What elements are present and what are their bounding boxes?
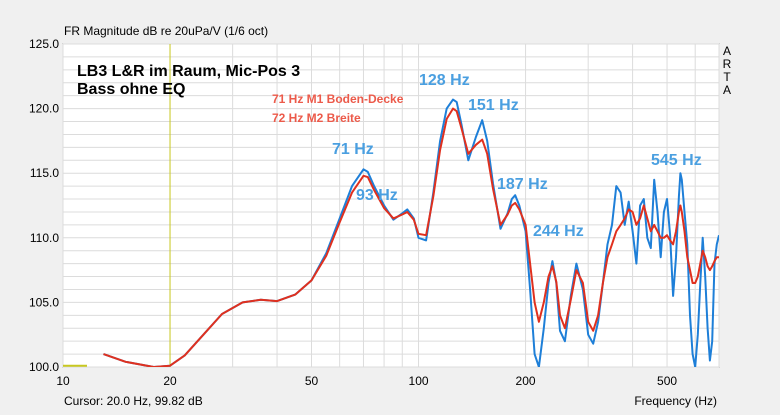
- arta-letter: A: [723, 83, 731, 97]
- peak-label: 93 Hz: [356, 187, 398, 204]
- y-tick-label: 105.0: [29, 295, 59, 309]
- series-line-2: [103, 107, 719, 367]
- plot-background: [62, 43, 720, 368]
- y-tick-label: 100.0: [29, 360, 59, 374]
- grid-layer: [62, 43, 720, 368]
- y-tick-label: 110.0: [30, 231, 59, 245]
- legend-m2: 72 Hz M2 Breite: [272, 111, 361, 125]
- x-tick-label: 50: [305, 374, 319, 388]
- y-tick-label: 120.0: [29, 102, 59, 116]
- x-tick-label: 20: [163, 374, 177, 388]
- y-tick-label: 125.0: [29, 37, 59, 51]
- x-axis-label: Frequency (Hz): [634, 394, 717, 408]
- peak-label: 128 Hz: [419, 72, 470, 89]
- x-tick-label: 10: [56, 374, 70, 388]
- x-tick-label: 200: [516, 374, 536, 388]
- peak-label: 187 Hz: [497, 176, 548, 193]
- arta-letter: T: [723, 70, 731, 84]
- x-tick-label: 500: [657, 374, 677, 388]
- legend-m1: 71 Hz M1 Boden-Decke: [272, 92, 404, 106]
- cursor-readout: Cursor: 20.0 Hz, 99.82 dB: [64, 394, 203, 408]
- annotation-title-line2: Bass ohne EQ: [77, 81, 185, 98]
- peak-label: 545 Hz: [651, 152, 702, 169]
- chart-header-title: FR Magnitude dB re 20uPa/V (1/6 oct): [64, 24, 268, 38]
- annotation-title-line1: LB3 L&R im Raum, Mic-Pos 3: [77, 63, 300, 80]
- peak-labels: 128 Hz 151 Hz 71 Hz 93 Hz 187 Hz 244 Hz …: [332, 72, 702, 240]
- arta-vertical-label: A R T A: [723, 44, 732, 97]
- series-layer: [103, 98, 719, 367]
- peak-label: 244 Hz: [533, 223, 584, 240]
- y-tick-label: 115.0: [30, 166, 59, 180]
- peak-label: 151 Hz: [468, 97, 519, 114]
- arta-letter: R: [723, 57, 732, 71]
- peak-label: 71 Hz: [332, 141, 374, 158]
- cursor-layer: [63, 44, 171, 367]
- x-tick-label: 100: [409, 374, 429, 388]
- arta-letter: A: [723, 44, 731, 58]
- tick-label-layer: 100.0 105.0 110.0 115.0 120.0 125.0 10 20 50 100 2…: [29, 37, 677, 388]
